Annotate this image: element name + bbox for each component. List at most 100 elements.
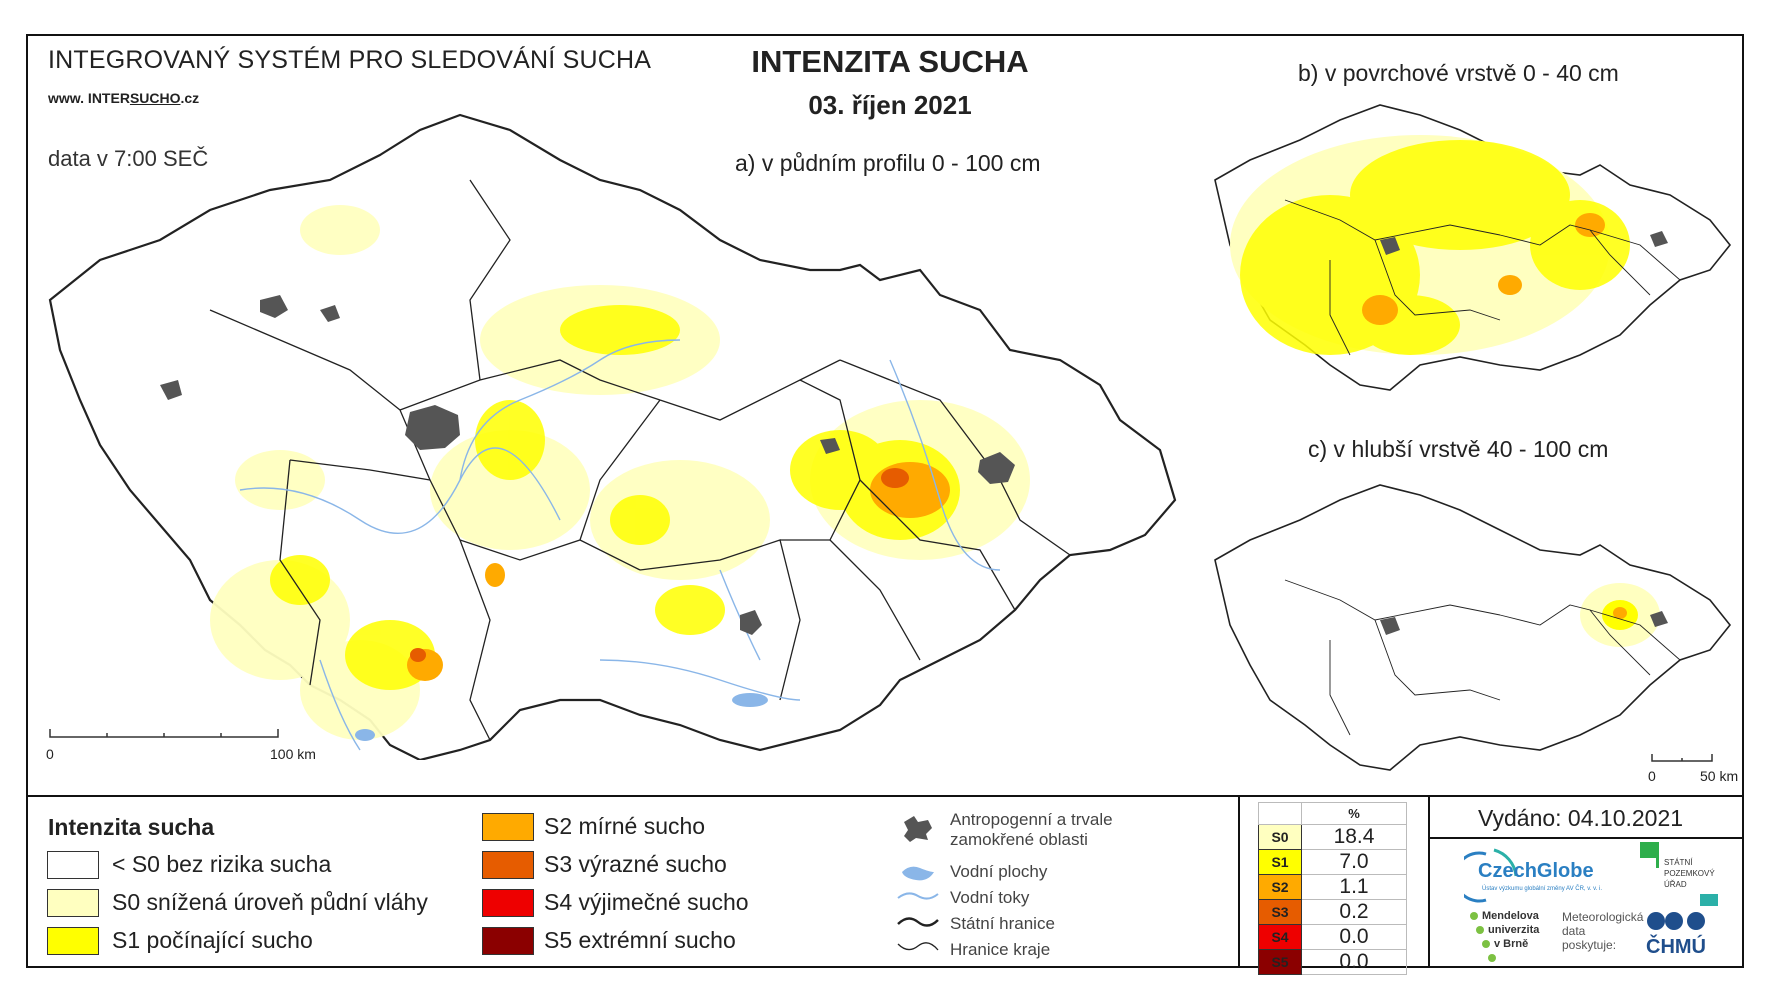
- spu-logo-mark-2: [1656, 842, 1659, 868]
- website-link[interactable]: www. INTERSUCHO.cz: [48, 90, 199, 106]
- urban-area-icon: [904, 816, 932, 842]
- spu-logo-mark: [1640, 842, 1656, 858]
- legend-water-label: Vodní plochy: [950, 862, 1048, 881]
- surface-s2-area: [1362, 213, 1605, 325]
- spu-logo-bar: [1700, 894, 1718, 906]
- water-body: [732, 693, 768, 707]
- met-text-3: poskytuje:: [1562, 938, 1617, 952]
- legend-swatch-s2: [482, 813, 534, 841]
- spu-text-3: ÚŘAD: [1664, 880, 1687, 889]
- stats-header-row: %: [1258, 802, 1407, 825]
- country-outline-c: [1214, 484, 1732, 771]
- czechglobe-logo-icon: [1464, 848, 1518, 903]
- stats-value: 1.1: [1301, 874, 1407, 900]
- stats-value: 0.2: [1301, 899, 1407, 925]
- chmu-logo-icon: [1647, 912, 1705, 930]
- website-prefix: www. INTER: [48, 90, 130, 106]
- stats-value: 0.0: [1301, 924, 1407, 950]
- deep-drought-map: [1214, 484, 1732, 771]
- legend-swatch-none: [47, 851, 99, 879]
- small-scale-start: 0: [1648, 768, 1656, 784]
- main-title: INTENZITA SUCHA: [751, 44, 1029, 79]
- divider-issued: [1428, 837, 1744, 839]
- website-underline: SUCHO: [129, 90, 181, 106]
- main-scale-bar: [49, 729, 279, 738]
- legend-label-s0: S0 snížená úroveň půdní vláhy: [112, 889, 428, 915]
- region-borders-b: [1284, 199, 1681, 356]
- legend-label-s1: S1 počínající sucho: [112, 927, 313, 953]
- region-border-icon: [897, 942, 939, 951]
- stats-header-percent: %: [1301, 802, 1407, 825]
- chmu-logo: ČHMÚ: [1646, 936, 1706, 958]
- divider-left: [1238, 795, 1240, 968]
- legend-swatch-s3: [482, 851, 534, 879]
- stats-header-code: [1258, 802, 1302, 825]
- system-name: INTEGROVANÝ SYSTÉM PRO SLEDOVÁNÍ SUCHA: [48, 46, 652, 74]
- table-row: S4 0.0: [1258, 924, 1407, 950]
- legend-state-border-label: Státní hranice: [950, 914, 1055, 933]
- legend-label-s4: S4 výjimečné sucho: [544, 889, 749, 915]
- urban-areas: [160, 295, 1015, 635]
- legend-swatch-s0: [47, 889, 99, 917]
- czechglobe-logo: CzechGlobe: [1478, 860, 1594, 882]
- stats-code: S5: [1258, 949, 1302, 975]
- mendelu-dots-icon: [1470, 912, 1496, 962]
- issued-date: Vydáno: 04.10.2021: [1478, 805, 1684, 831]
- urban-areas-b: [1380, 231, 1668, 255]
- stats-value: 7.0: [1301, 849, 1407, 875]
- stats-code: S0: [1258, 824, 1302, 850]
- water-body: [355, 729, 375, 741]
- legend-panel: [26, 795, 1744, 968]
- mendelu-text-3: v Brně: [1494, 938, 1529, 950]
- stats-code: S1: [1258, 849, 1302, 875]
- table-row: S0 18.4: [1258, 824, 1407, 850]
- table-row: S5 0.0: [1258, 949, 1407, 975]
- main-drought-map: [48, 113, 1177, 760]
- stats-table: % S0 18.4 S1 7.0 S2 1.1 S3 0.2 S4 0.0 S5…: [1258, 802, 1407, 975]
- water-body-icon: [902, 866, 934, 881]
- met-text-2: data: [1562, 924, 1586, 938]
- region-borders: [209, 179, 1071, 741]
- state-border-icon: [897, 917, 939, 927]
- stats-code: S3: [1258, 899, 1302, 925]
- table-row: S1 7.0: [1258, 849, 1407, 875]
- met-text-1: Meteorologická: [1562, 910, 1644, 924]
- table-row: S3 0.2: [1258, 899, 1407, 925]
- legend-label-none: < S0 bez rizika sucha: [112, 851, 332, 877]
- legend-label-s2: S2 mírné sucho: [544, 813, 706, 839]
- drought-s3-areas: [410, 468, 909, 662]
- map-c-label: c) v hlubší vrstvě 40 - 100 cm: [1308, 436, 1609, 462]
- region-borders-c: [1284, 579, 1681, 736]
- stats-code: S2: [1258, 874, 1302, 900]
- legend-swatch-s4: [482, 889, 534, 917]
- mendelu-text-1: Mendelova: [1482, 910, 1539, 922]
- legend-swatch-s1: [47, 927, 99, 955]
- map-a-label: a) v půdním profilu 0 - 100 cm: [735, 150, 1041, 176]
- deep-s2-area: [1613, 607, 1627, 619]
- stats-value: 0.0: [1301, 949, 1407, 975]
- legend-urban-label: Antropogenní a trvale zamokřené oblasti: [950, 810, 1113, 849]
- river-icon: [897, 892, 939, 900]
- website-suffix: .cz: [180, 90, 200, 106]
- czechglobe-subtitle: Ústav výzkumu globální změny AV ČR, v. v…: [1482, 886, 1603, 892]
- map-b-label: b) v povrchové vrstvě 0 - 40 cm: [1298, 60, 1619, 86]
- main-scale-end: 100 km: [270, 746, 316, 762]
- main-date: 03. říjen 2021: [808, 90, 972, 120]
- spu-text-1: STÁTNÍ: [1664, 858, 1693, 867]
- data-time: data v 7:00 SEČ: [48, 146, 209, 171]
- legend-label-s5: S5 extrémní sucho: [544, 927, 736, 953]
- divider-right: [1428, 795, 1430, 968]
- urban-areas-c: [1380, 611, 1668, 635]
- legend-label-s3: S3 výrazné sucho: [544, 851, 727, 877]
- legend-region-border-label: Hranice kraje: [950, 940, 1051, 959]
- stats-code: S4: [1258, 924, 1302, 950]
- small-scale-bar: [1651, 754, 1713, 762]
- small-scale-end: 50 km: [1700, 768, 1739, 784]
- table-row: S2 1.1: [1258, 874, 1407, 900]
- surface-drought-map: [1214, 104, 1732, 391]
- mendelu-text-2: univerzita: [1488, 924, 1540, 936]
- stats-value: 18.4: [1301, 824, 1407, 850]
- spu-text-2: POZEMKOVÝ: [1664, 869, 1715, 878]
- legend-swatch-s5: [482, 927, 534, 955]
- legend-river-label: Vodní toky: [950, 888, 1030, 907]
